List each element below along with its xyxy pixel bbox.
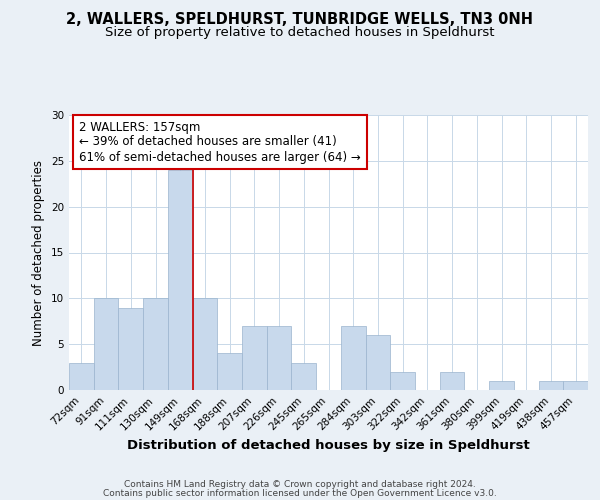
Bar [69,362,94,390]
Bar [539,381,563,390]
Bar [118,308,143,390]
Bar [365,335,390,390]
Bar [168,170,193,390]
Text: 2 WALLERS: 157sqm
← 39% of detached houses are smaller (41)
61% of semi-detached: 2 WALLERS: 157sqm ← 39% of detached hous… [79,120,361,164]
Text: Contains public sector information licensed under the Open Government Licence v3: Contains public sector information licen… [103,488,497,498]
Bar [267,326,292,390]
Bar [563,381,588,390]
Bar [341,326,365,390]
Bar [193,298,217,390]
X-axis label: Distribution of detached houses by size in Speldhurst: Distribution of detached houses by size … [127,438,530,452]
Text: 2, WALLERS, SPELDHURST, TUNBRIDGE WELLS, TN3 0NH: 2, WALLERS, SPELDHURST, TUNBRIDGE WELLS,… [67,12,533,28]
Bar [440,372,464,390]
Bar [489,381,514,390]
Bar [292,362,316,390]
Y-axis label: Number of detached properties: Number of detached properties [32,160,46,346]
Text: Contains HM Land Registry data © Crown copyright and database right 2024.: Contains HM Land Registry data © Crown c… [124,480,476,489]
Bar [390,372,415,390]
Bar [94,298,118,390]
Text: Size of property relative to detached houses in Speldhurst: Size of property relative to detached ho… [105,26,495,39]
Bar [217,354,242,390]
Bar [242,326,267,390]
Bar [143,298,168,390]
